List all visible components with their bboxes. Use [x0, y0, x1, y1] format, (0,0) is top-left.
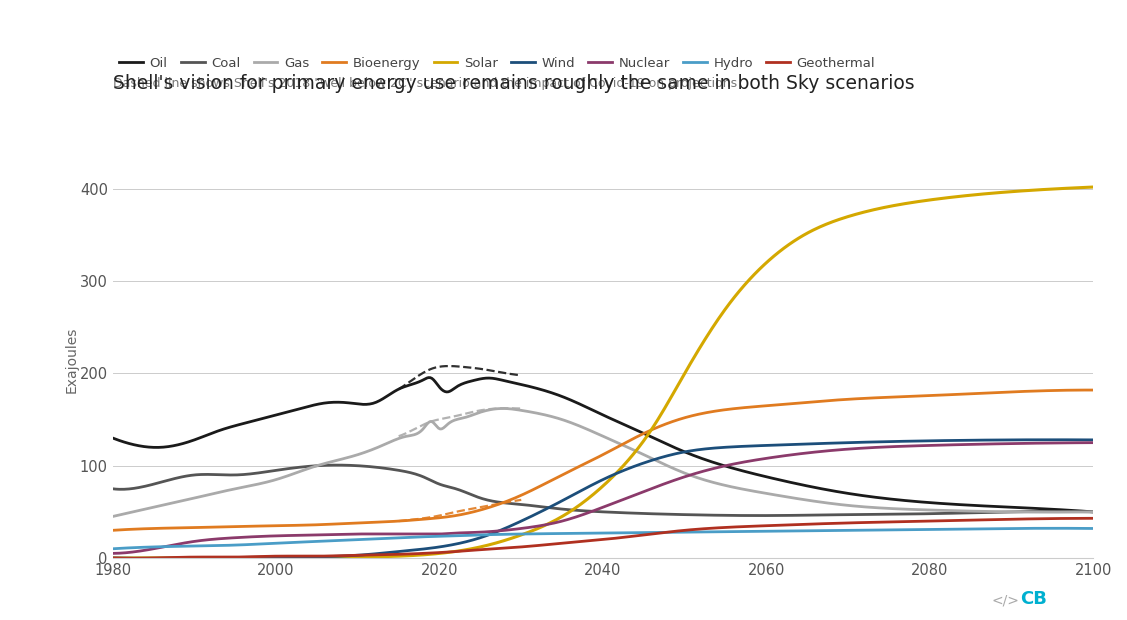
Text: Dashed line shows Shell's 2018 "well below 2C" scenario and the impact of Covid-: Dashed line shows Shell's 2018 "well bel…: [113, 77, 737, 90]
Text: </>: </>: [992, 593, 1020, 608]
Text: CB: CB: [1020, 590, 1047, 608]
Legend: Oil, Coal, Gas, Bioenergy, Solar, Wind, Nuclear, Hydro, Geothermal: Oil, Coal, Gas, Bioenergy, Solar, Wind, …: [119, 56, 875, 69]
Y-axis label: Exajoules: Exajoules: [64, 326, 79, 393]
Text: Shell's vision for primary energy use remains roughly the same in both Sky scena: Shell's vision for primary energy use re…: [113, 74, 914, 93]
